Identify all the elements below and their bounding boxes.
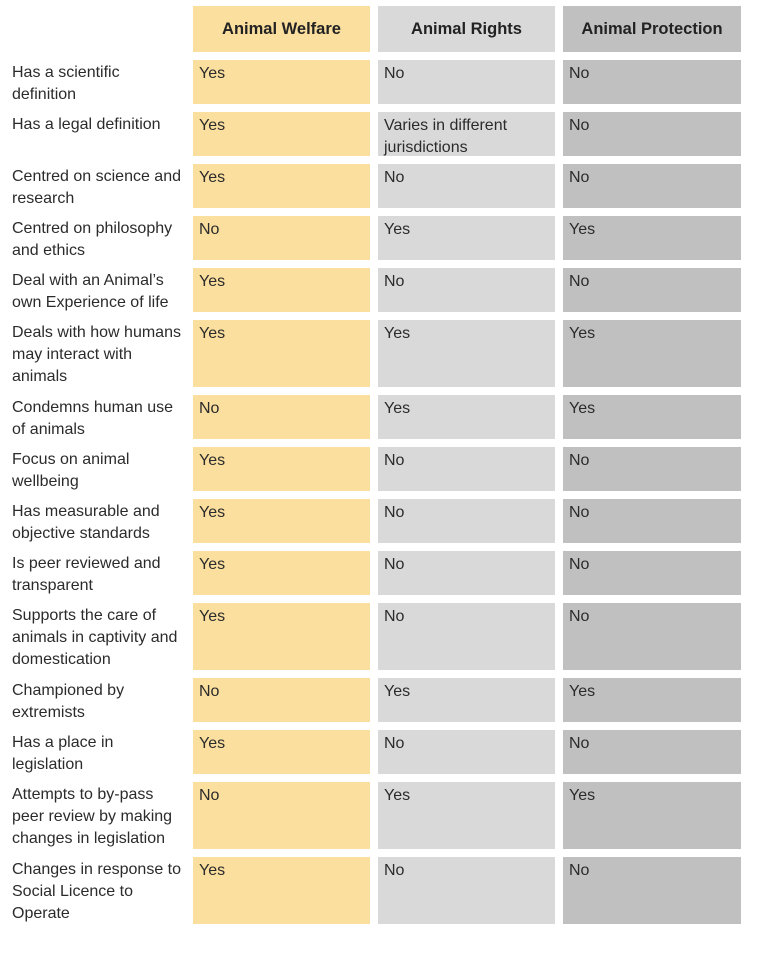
cell-animal-protection: Yes xyxy=(563,678,741,722)
cell-animal-rights: Yes xyxy=(378,678,555,722)
cell-animal-protection: No xyxy=(563,603,741,670)
cell-animal-protection: No xyxy=(563,857,741,924)
cell-animal-protection: No xyxy=(563,730,741,774)
cell-animal-protection: No xyxy=(563,268,741,312)
cell-animal-protection: Yes xyxy=(563,216,741,260)
cell-animal-rights: No xyxy=(378,60,555,104)
cell-animal-rights: Yes xyxy=(378,320,555,387)
cell-animal-rights: Yes xyxy=(378,216,555,260)
row-label: Centred on philosophy and ethics xyxy=(12,220,173,259)
cell-animal-protection: No xyxy=(563,112,741,156)
cell-animal-welfare: Yes xyxy=(193,551,370,595)
cell-animal-welfare: Yes xyxy=(193,268,370,312)
cell-animal-rights: Yes xyxy=(378,782,555,849)
header-animal-rights: Animal Rights xyxy=(378,6,555,52)
row-label: Has measurable and objective standards xyxy=(12,503,160,542)
row-label: Changes in response to Social Licence to… xyxy=(12,861,181,922)
comparison-table: Animal Welfare Animal Rights Animal Prot… xyxy=(0,6,768,924)
row-label: Attempts to by-pass peer review by makin… xyxy=(12,786,173,847)
header-animal-protection: Animal Protection xyxy=(563,6,741,52)
cell-animal-protection: Yes xyxy=(563,320,741,387)
cell-animal-rights: Varies in different jurisdictions xyxy=(378,112,555,156)
cell-animal-welfare: Yes xyxy=(193,320,370,387)
cell-animal-welfare: No xyxy=(193,395,370,439)
row-label: Centred on science and research xyxy=(12,168,181,207)
row-label: Deal with an Animal’s own Experience of … xyxy=(12,272,169,311)
cell-animal-welfare: No xyxy=(193,782,370,849)
cell-animal-welfare: Yes xyxy=(193,447,370,491)
row-label: Championed by extremists xyxy=(12,682,125,721)
cell-animal-welfare: Yes xyxy=(193,730,370,774)
header-animal-welfare: Animal Welfare xyxy=(193,6,370,52)
cell-animal-rights: Yes xyxy=(378,395,555,439)
cell-animal-protection: No xyxy=(563,551,741,595)
row-label: Focus on animal wellbeing xyxy=(12,451,130,490)
cell-animal-welfare: Yes xyxy=(193,603,370,670)
cell-animal-welfare: Yes xyxy=(193,112,370,156)
cell-animal-welfare: Yes xyxy=(193,60,370,104)
cell-animal-welfare: No xyxy=(193,678,370,722)
cell-animal-protection: No xyxy=(563,60,741,104)
row-label: Deals with how humans may interact with … xyxy=(12,324,181,385)
cell-animal-protection: No xyxy=(563,499,741,543)
row-label: Condemns human use of animals xyxy=(12,399,173,438)
cell-animal-protection: No xyxy=(563,447,741,491)
cell-animal-rights: No xyxy=(378,164,555,208)
row-label: Is peer reviewed and transparent xyxy=(12,555,161,594)
cell-animal-rights: No xyxy=(378,603,555,670)
row-label: Has a legal definition xyxy=(12,116,161,133)
cell-animal-protection: No xyxy=(563,164,741,208)
cell-animal-rights: No xyxy=(378,499,555,543)
header-corner xyxy=(0,6,193,52)
cell-animal-rights: No xyxy=(378,268,555,312)
cell-animal-rights: No xyxy=(378,857,555,924)
cell-animal-welfare: Yes xyxy=(193,857,370,924)
cell-animal-welfare: No xyxy=(193,216,370,260)
row-label: Supports the care of animals in captivit… xyxy=(12,607,178,668)
cell-animal-protection: Yes xyxy=(563,782,741,849)
row-label: Has a place in legislation xyxy=(12,734,114,773)
cell-animal-rights: No xyxy=(378,730,555,774)
cell-animal-rights: No xyxy=(378,551,555,595)
cell-animal-protection: Yes xyxy=(563,395,741,439)
cell-animal-welfare: Yes xyxy=(193,499,370,543)
row-label: Has a scientific definition xyxy=(12,64,120,103)
cell-animal-rights: No xyxy=(378,447,555,491)
cell-animal-welfare: Yes xyxy=(193,164,370,208)
